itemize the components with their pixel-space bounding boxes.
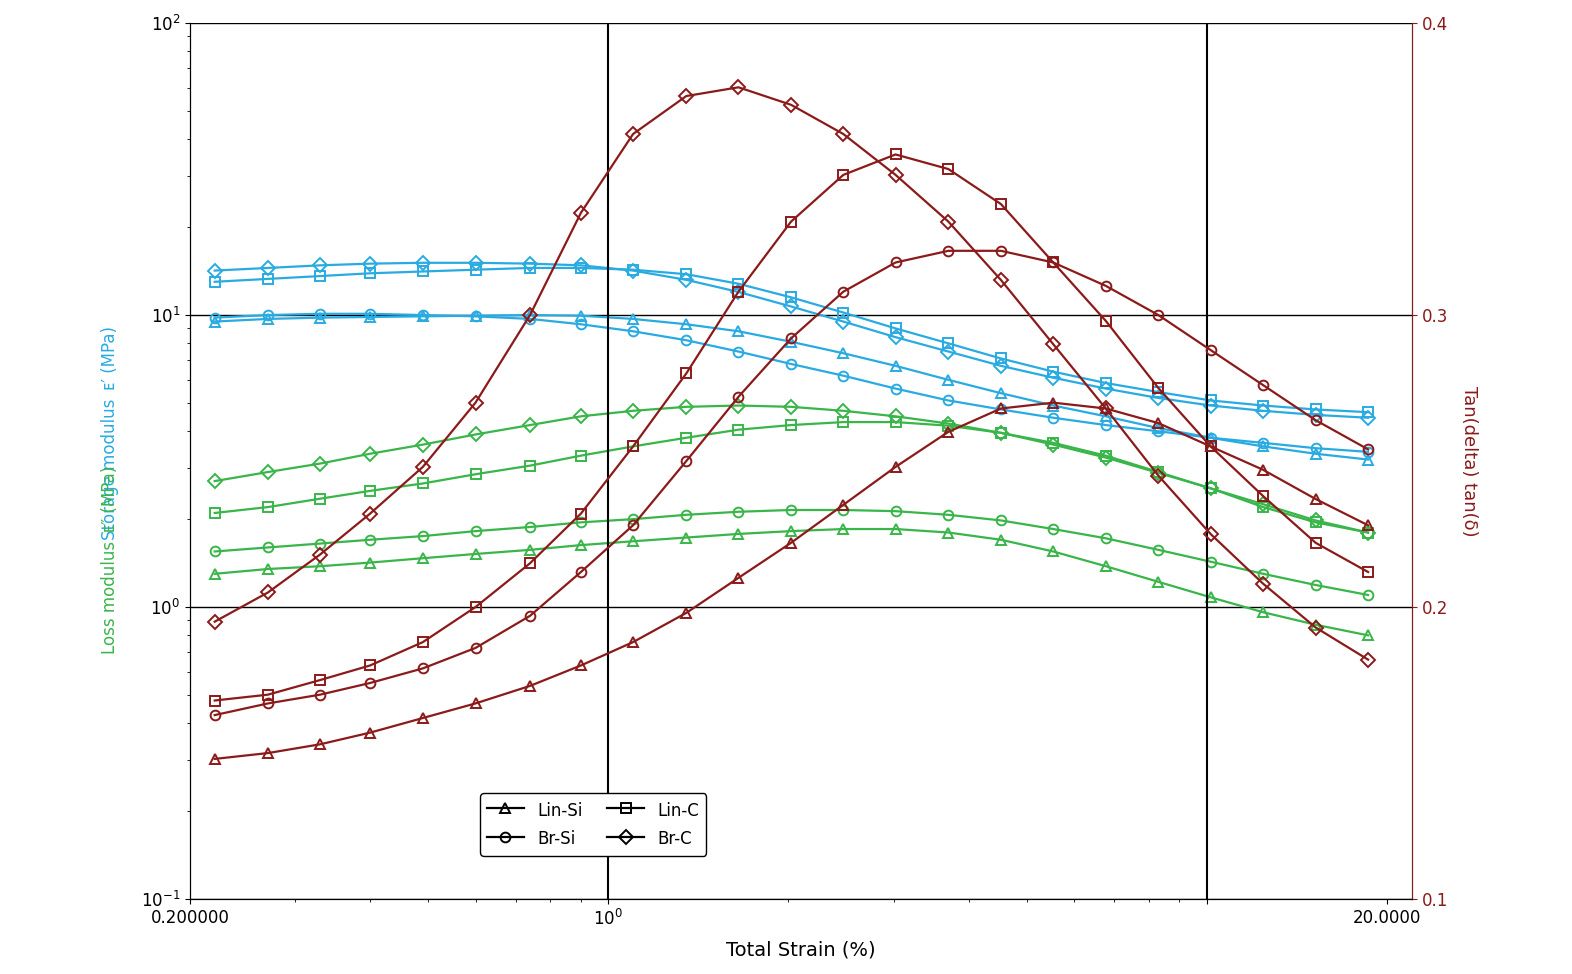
Text: Storage modulus  ᴇ′ (MPa): Storage modulus ᴇ′ (MPa) <box>101 326 119 541</box>
Y-axis label: Tan(delta) tan(δ): Tan(delta) tan(δ) <box>1460 386 1478 537</box>
Legend: Lin-Si, Br-Si, Lin-C, Br-C: Lin-Si, Br-Si, Lin-C, Br-C <box>481 794 706 856</box>
X-axis label: Total Strain (%): Total Strain (%) <box>726 940 876 959</box>
Text: Loss modulus  ᴇ″ (MPa): Loss modulus ᴇ″ (MPa) <box>101 466 119 655</box>
